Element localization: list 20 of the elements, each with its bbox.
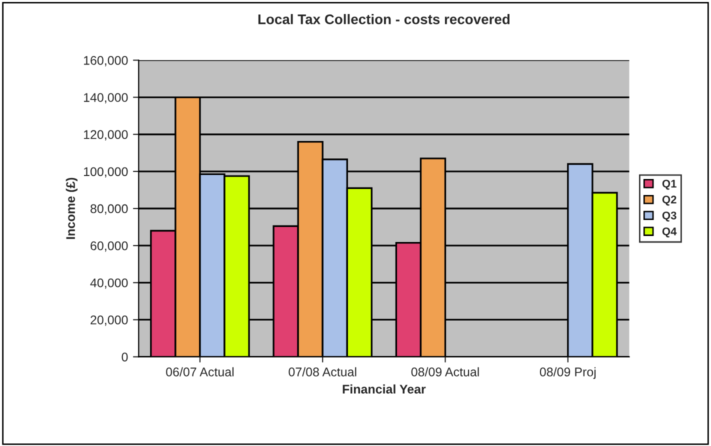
legend-label: Q3 [662,212,676,222]
y-tick-label: 120,000 [84,130,128,140]
y-axis-title: Income (£) [66,178,78,239]
x-tick-label: 08/09 Actual [411,367,479,376]
y-tick-label: 140,000 [84,93,128,104]
y-tick-label: 60,000 [90,241,128,252]
x-axis-title: Financial Year [342,384,426,394]
legend-label: Q1 [662,180,676,190]
x-tick-label: 06/07 Actual [166,367,234,376]
y-tick-label: 160,000 [84,56,128,66]
chart-title: Local Tax Collection - costs recovered [258,14,510,24]
y-tick-label: 100,000 [84,167,128,178]
x-tick-label: 07/08 Actual [288,367,356,376]
x-tick-label: 08/09 Proj [540,367,596,379]
y-tick-label: 20,000 [90,316,128,326]
legend-label: Q2 [662,196,676,206]
legend-label: Q4 [662,227,677,238]
y-tick-label: 40,000 [90,278,128,289]
y-tick-label: 0 [122,352,128,362]
y-tick-label: 80,000 [90,204,128,215]
